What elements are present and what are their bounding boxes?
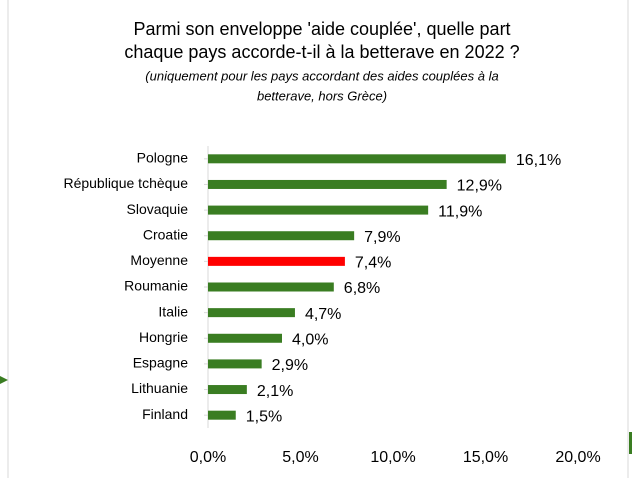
bar bbox=[208, 179, 447, 189]
value-label: 4,7% bbox=[305, 306, 341, 323]
y-tick-label: Italie bbox=[158, 303, 188, 319]
y-tick-label: Moyenne bbox=[130, 252, 188, 268]
y-tick-label: Lithuanie bbox=[131, 380, 188, 396]
value-label: 6,8% bbox=[344, 280, 380, 297]
bar bbox=[208, 205, 429, 215]
x-tick-label: 5,0% bbox=[282, 449, 318, 466]
y-tick-label: Slovaquie bbox=[127, 201, 189, 217]
stray-mark bbox=[629, 432, 632, 454]
bar bbox=[208, 333, 282, 343]
x-tick-label: 15,0% bbox=[463, 449, 508, 466]
value-label: 2,1% bbox=[257, 383, 293, 400]
value-label: 7,4% bbox=[355, 255, 391, 272]
y-tick-label: Pologne bbox=[137, 150, 189, 166]
value-label: 1,5% bbox=[246, 408, 282, 425]
x-tick-label: 20,0% bbox=[555, 449, 600, 466]
y-tick-label: Croatie bbox=[143, 226, 188, 242]
value-label: 2,9% bbox=[272, 357, 308, 374]
x-tick-label: 10,0% bbox=[370, 449, 415, 466]
y-tick-label: Finland bbox=[142, 406, 188, 422]
stray-arrow bbox=[0, 376, 8, 384]
chart-title: Parmi son enveloppe 'aide couplée', quel… bbox=[133, 19, 510, 39]
bar bbox=[208, 308, 295, 318]
y-tick-label: Roumanie bbox=[124, 278, 188, 294]
bar bbox=[208, 282, 334, 292]
value-label: 4,0% bbox=[292, 331, 328, 348]
y-tick-label: Espagne bbox=[133, 355, 188, 371]
y-tick-label: République tchèque bbox=[63, 175, 188, 191]
x-tick-label: 0,0% bbox=[190, 449, 226, 466]
value-label: 7,9% bbox=[364, 229, 400, 246]
value-label: 16,1% bbox=[516, 152, 561, 169]
chart-subtitle: betterave, hors Grèce) bbox=[257, 88, 387, 103]
y-tick-label: Hongrie bbox=[139, 329, 188, 345]
bar bbox=[208, 410, 236, 420]
value-label: 11,9% bbox=[438, 203, 482, 220]
bar bbox=[208, 385, 247, 395]
bar bbox=[208, 231, 355, 241]
chart-title: chaque pays accorde-t-il à la betterave … bbox=[124, 42, 519, 62]
bar bbox=[208, 256, 345, 266]
bar bbox=[208, 154, 506, 164]
chart-subtitle: (uniquement pour les pays accordant des … bbox=[145, 68, 498, 83]
bar bbox=[208, 359, 262, 369]
value-label: 12,9% bbox=[457, 178, 502, 195]
